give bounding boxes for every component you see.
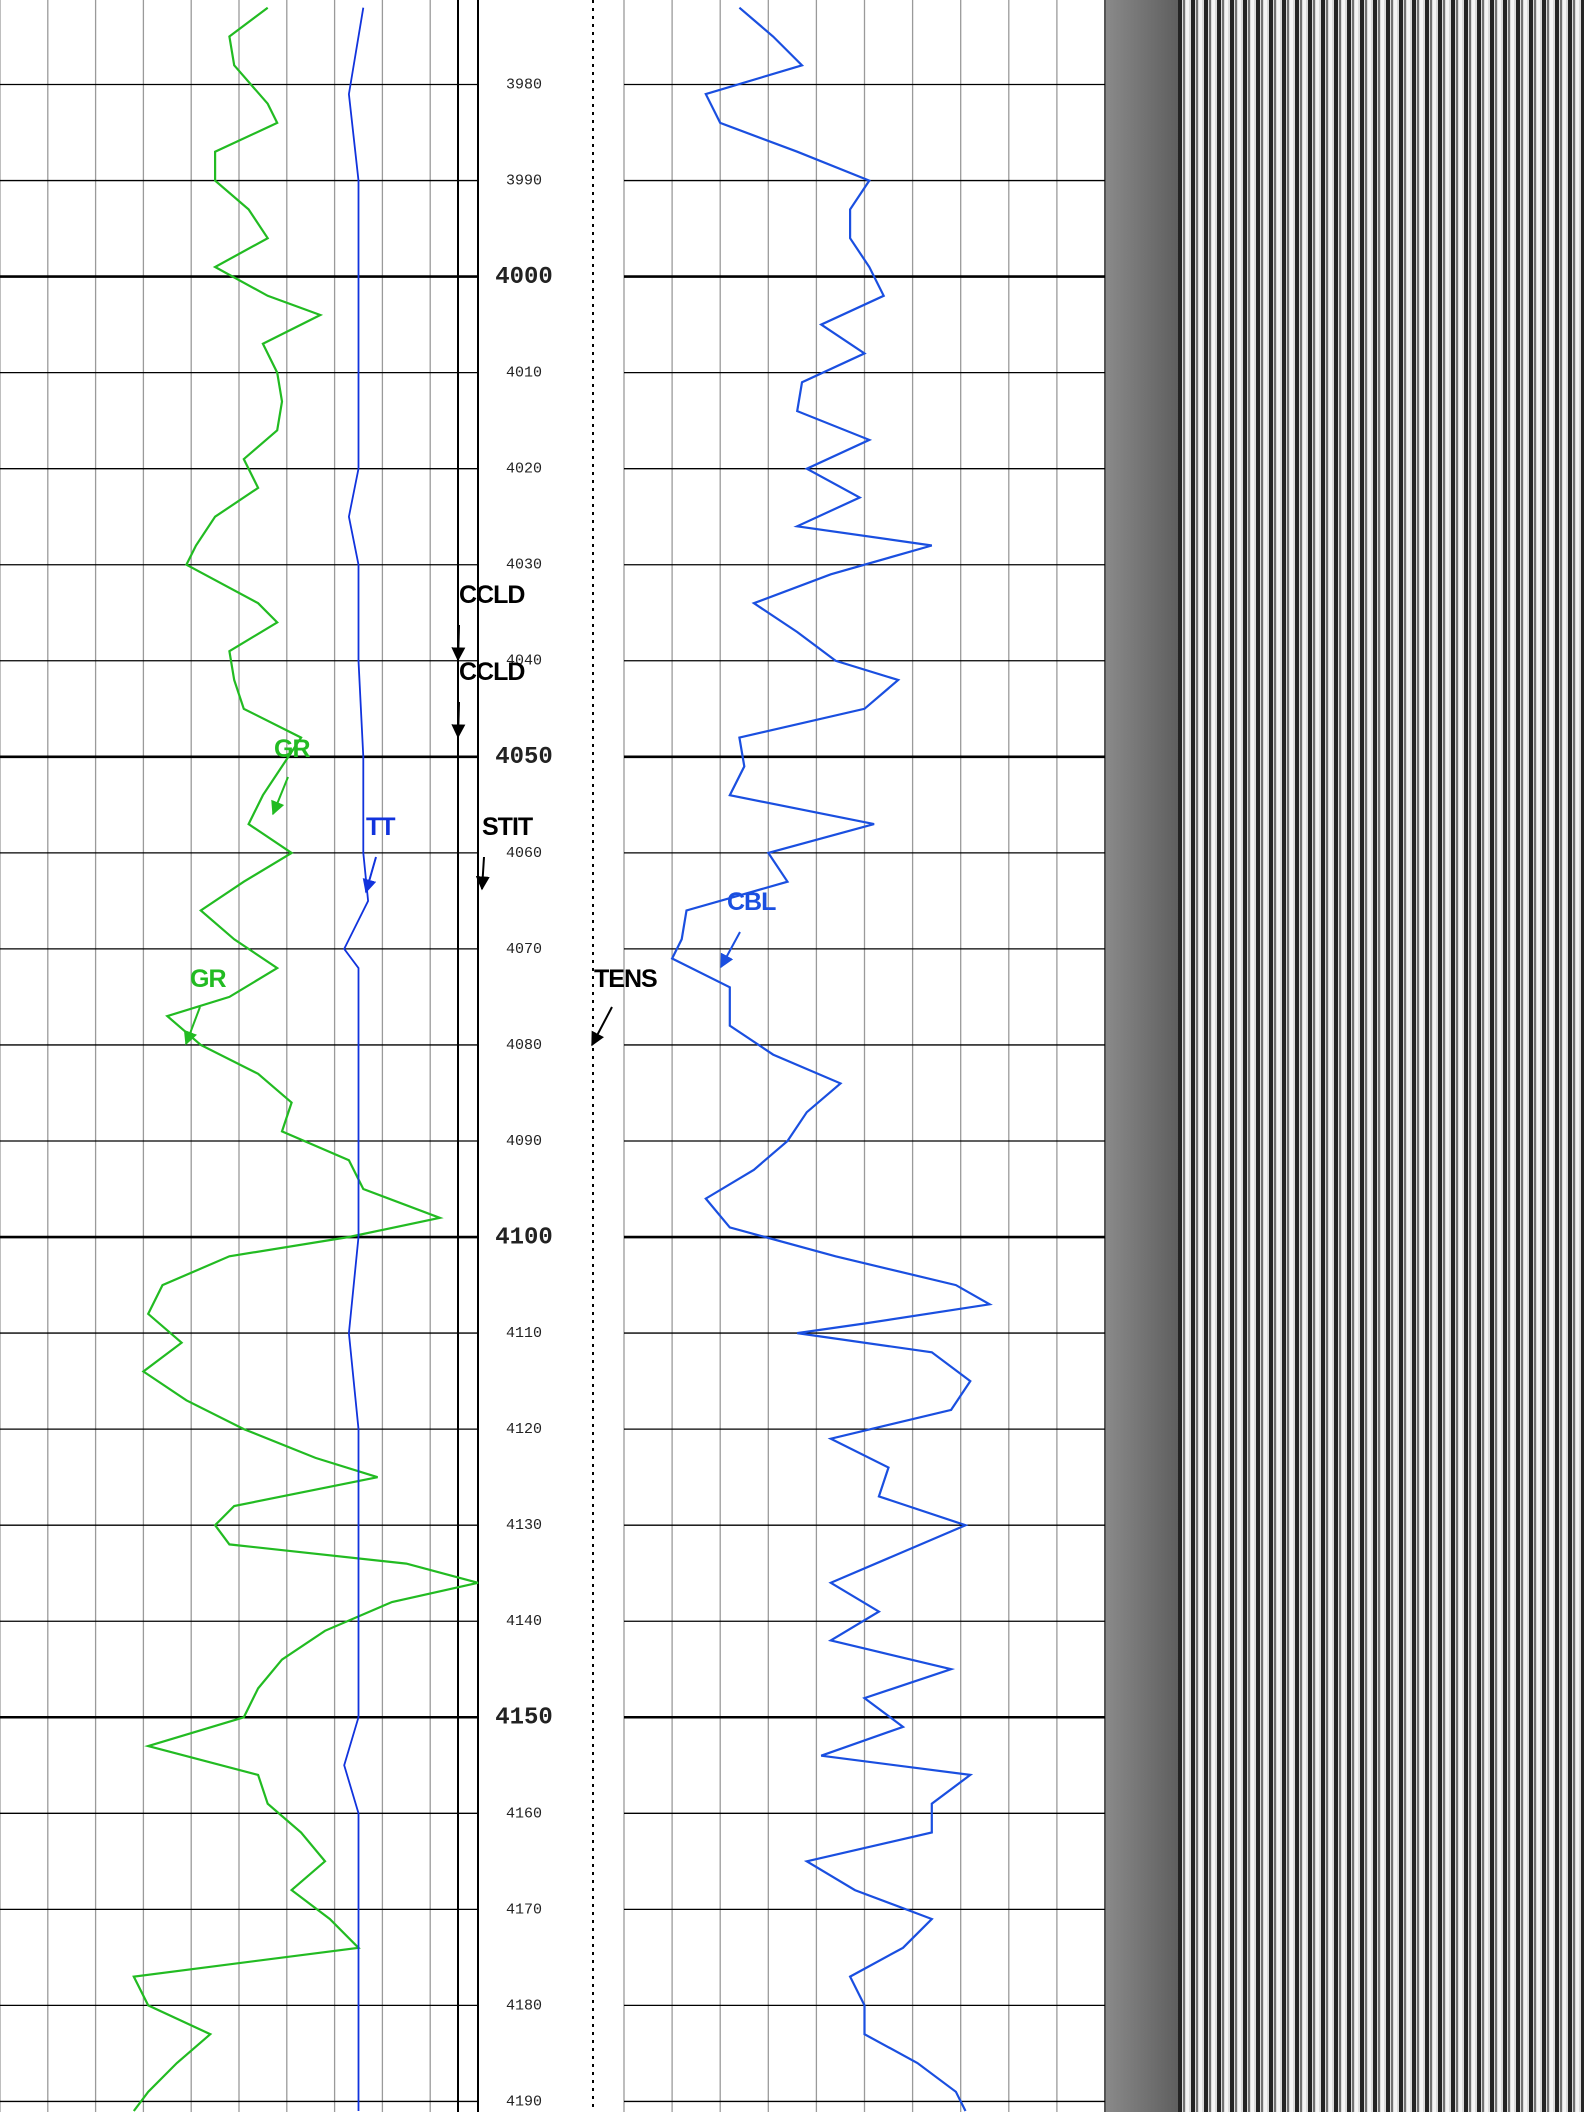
annotation: TT xyxy=(366,813,395,841)
depth-label: 4100 xyxy=(495,1224,553,1251)
depth-label: 4010 xyxy=(506,365,542,382)
depth-label: 3990 xyxy=(506,173,542,190)
annotation: GR xyxy=(274,735,310,763)
depth-label: 4150 xyxy=(495,1705,553,1732)
depth-label: 4190 xyxy=(506,2093,542,2110)
annotation-arrow xyxy=(362,856,377,894)
vdl-image xyxy=(1105,0,1584,2112)
depth-label: 4090 xyxy=(506,1133,542,1150)
depth-label: 4040 xyxy=(506,653,542,670)
depth-label: 4130 xyxy=(506,1517,542,1534)
depth-label: 4030 xyxy=(506,557,542,574)
curve xyxy=(343,7,370,2111)
annotation: GR xyxy=(190,965,226,993)
depth-label: 4020 xyxy=(506,461,542,478)
annotation-arrow xyxy=(451,701,466,739)
depth-label: 4070 xyxy=(506,941,542,958)
annotation: CCLD xyxy=(459,581,524,609)
annotation-arrow xyxy=(475,856,490,891)
annotation-arrow xyxy=(451,624,466,662)
depth-label: 4170 xyxy=(506,1901,542,1918)
depth-label: 4080 xyxy=(506,1037,542,1054)
depth-label: 4000 xyxy=(495,264,553,291)
annotation-arrow xyxy=(183,1006,201,1046)
curve xyxy=(132,6,479,2112)
annotation-arrow xyxy=(720,931,741,969)
depth-label: 4140 xyxy=(506,1613,542,1630)
annotation: CCLD xyxy=(459,658,524,686)
annotation: STIT xyxy=(482,813,533,841)
annotation-arrow xyxy=(591,1006,613,1047)
depth-label: 4110 xyxy=(506,1325,542,1342)
depth-label: 4180 xyxy=(506,1997,542,2014)
curve xyxy=(670,6,993,2112)
depth-label: 4050 xyxy=(495,744,553,771)
annotation-arrow xyxy=(271,776,289,816)
depth-label: 3980 xyxy=(506,76,542,93)
depth-label: 4160 xyxy=(506,1805,542,1822)
annotation: TENS xyxy=(594,965,657,993)
depth-label: 4120 xyxy=(506,1421,542,1438)
depth-label: 4060 xyxy=(506,845,542,862)
annotation: CBL xyxy=(727,888,776,916)
